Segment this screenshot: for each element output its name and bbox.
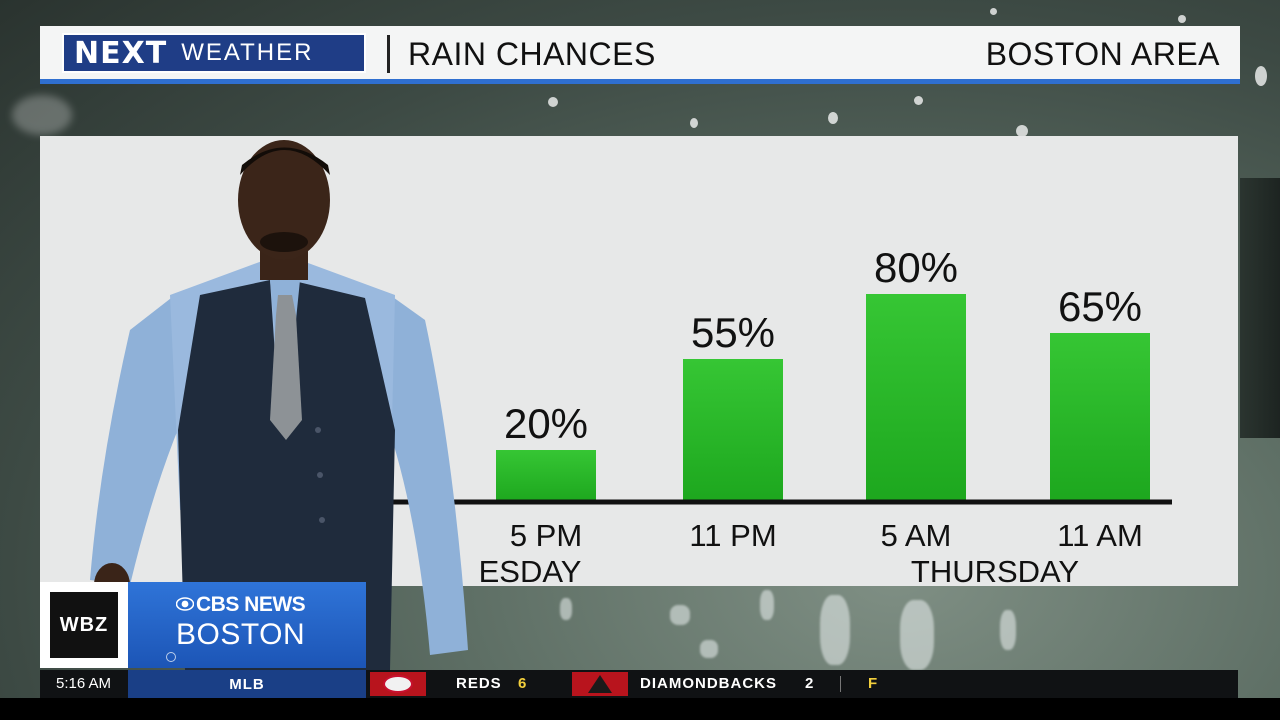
bar-11-pm — [683, 359, 783, 502]
value-label: 65% — [1058, 283, 1142, 330]
header-divider — [387, 35, 390, 73]
page-title: RAIN CHANCES — [408, 36, 656, 72]
bar-11-am — [1050, 333, 1150, 502]
location-label: BOSTON AREA — [985, 36, 1220, 72]
value-label: 80% — [874, 244, 958, 291]
team1-score: 6 — [518, 675, 527, 692]
bottom-black-bar — [0, 698, 1280, 720]
live-dot-icon — [166, 652, 176, 662]
logo-next-text: NEXT — [74, 35, 168, 71]
city-name: BOSTON — [176, 618, 306, 651]
meteorologist-figure — [90, 140, 468, 670]
team1-name: REDS — [456, 675, 502, 692]
score-ticker: 5:16 AM MLB REDS 6 DIAMONDBACKS 2 F — [40, 670, 1238, 698]
category-tick-label: 11 PM — [689, 518, 776, 553]
day-label: ESDAY — [479, 554, 582, 586]
ticker-time: 5:16 AM — [56, 675, 112, 692]
ticker-league: MLB — [128, 670, 366, 698]
reds-logo-icon — [370, 672, 426, 696]
bar-5-pm — [496, 450, 596, 502]
cbs-news-boston-brand: CBS NEWS BOSTON — [128, 582, 366, 668]
network-name: CBS NEWS — [196, 593, 306, 616]
bar-5-am — [866, 294, 966, 502]
header-bar: NEXT WEATHER RAIN CHANCES BOSTON AREA — [40, 26, 1240, 84]
category-tick-label: 5 PM — [510, 518, 582, 553]
day-label: THURSDAY — [911, 554, 1079, 586]
diamondbacks-logo-icon — [572, 672, 628, 696]
wbz-logo-text: WBZ — [50, 592, 118, 658]
ticker-separator — [840, 676, 841, 692]
category-tick-label: 11 AM — [1057, 518, 1143, 553]
value-label: 55% — [691, 309, 775, 356]
value-label: 20% — [504, 400, 588, 447]
team2-score: 2 — [805, 675, 814, 692]
team2-name: DIAMONDBACKS — [640, 675, 777, 692]
wbz-logo: WBZ — [40, 582, 128, 668]
logo-weather-text: WEATHER — [181, 39, 314, 66]
game-status: F — [868, 675, 878, 692]
category-tick-label: 5 AM — [881, 518, 952, 553]
cbs-eye-icon — [176, 597, 194, 611]
next-weather-logo: NEXT WEATHER — [62, 33, 366, 73]
